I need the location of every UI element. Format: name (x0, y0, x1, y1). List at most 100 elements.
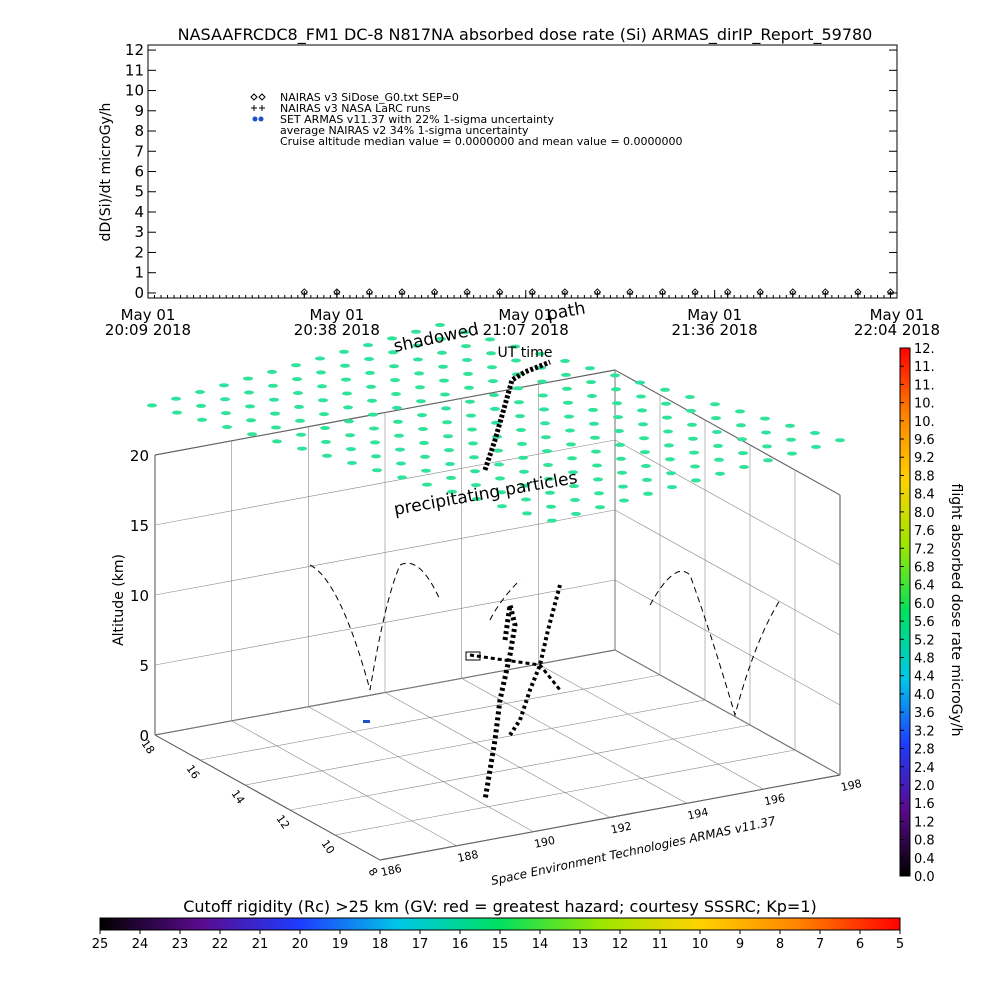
colorbar-tick-label: 23 (172, 937, 189, 952)
colorbar-tick-label: 10. (914, 397, 935, 412)
colorbar-tick-label: 8.8 (914, 469, 935, 484)
field-dash (417, 413, 427, 418)
z-tick-label: 0 (139, 727, 149, 745)
field-dash (411, 329, 421, 334)
colorbar-title: flight absorbed dose rate microGy/h (948, 484, 964, 737)
y-tick-label: 7 (134, 142, 144, 160)
field-dash (641, 464, 651, 468)
field-dash (688, 436, 698, 441)
field-dash (637, 408, 647, 413)
point (258, 93, 266, 101)
field-dash (564, 414, 574, 419)
field-dash (390, 378, 400, 383)
y-tick-label: 10 (125, 82, 144, 100)
plot-frame (147, 44, 898, 299)
colorbar (99, 917, 901, 931)
field-dash (389, 364, 399, 369)
field-dash (465, 399, 475, 404)
field-dash (590, 435, 600, 440)
field-dash (565, 428, 575, 433)
field-dash (619, 498, 629, 503)
colorbar-tick-label: 7.6 (914, 524, 935, 539)
point (251, 105, 257, 111)
field-dash (292, 377, 302, 382)
x-tick-label: 21:07 2018 (483, 321, 569, 339)
colorbar-tick-label: 13 (572, 937, 589, 952)
precipitation-field (147, 323, 845, 523)
field-dash (639, 436, 649, 441)
field-dash (585, 366, 595, 371)
cutoff-curves (309, 562, 781, 717)
z-tick-label: 15 (130, 517, 149, 535)
field-dash (447, 489, 457, 494)
field-dash (343, 405, 353, 410)
y-tick-label: 0 (134, 284, 144, 302)
point (399, 290, 406, 297)
legend-label: SET ARMAS v11.37 with 22% 1-sigma uncert… (280, 113, 554, 126)
colorbar-tick-label: 5.2 (914, 633, 935, 648)
field-dash (762, 444, 772, 449)
field-dash (346, 447, 356, 452)
x-tick-label: May 01 (309, 306, 364, 324)
field-dash (713, 443, 723, 448)
field-dash (545, 490, 555, 495)
colorbar-tick-label: 4.0 (914, 688, 935, 703)
colorbar-tick-label: 8.0 (914, 506, 935, 521)
field-dash (588, 407, 598, 412)
field-dash (567, 456, 577, 461)
field-dash (461, 344, 471, 349)
field-dash (340, 363, 350, 368)
colorbar-tick-label: 18 (372, 937, 389, 952)
point (529, 290, 536, 297)
field-dash (437, 350, 447, 355)
field-dash (687, 422, 697, 427)
field-dash (413, 357, 423, 362)
field-dash (563, 400, 573, 405)
field-dash (369, 426, 379, 431)
colorbar-tick-label: 6.4 (914, 579, 935, 594)
point (333, 290, 340, 297)
grid-line (308, 706, 534, 832)
field-dash (418, 427, 428, 431)
field-dash (471, 483, 481, 488)
field-dash (468, 441, 478, 446)
field-dash (787, 451, 797, 456)
colorbar-tick-label: 19 (332, 937, 349, 952)
lon-tick-label: 198 (840, 777, 863, 794)
field-dash (495, 476, 505, 481)
point (301, 290, 308, 297)
lon-tick-label: 196 (763, 791, 786, 808)
field-dash (364, 357, 374, 361)
field-dash (470, 469, 480, 474)
field-dash (497, 504, 507, 509)
field-dash (445, 462, 455, 466)
field-dash (297, 446, 307, 451)
credit: Space Environment Technologies ARMAS v11… (490, 814, 777, 888)
colorbar-tick-label: 25 (92, 937, 109, 952)
field-dash (547, 518, 557, 523)
field-dash (246, 418, 256, 423)
colorbar-tick-label: 0.0 (914, 870, 935, 885)
point (854, 290, 861, 297)
y-tick-label: 5 (134, 183, 144, 201)
field-dash (392, 405, 402, 410)
field-dash (416, 399, 426, 404)
field-dash (760, 416, 770, 421)
field-dash (542, 449, 552, 454)
field-dash (441, 406, 451, 411)
field-dash (490, 406, 500, 411)
field-dash (613, 415, 623, 420)
field-dash (172, 410, 182, 415)
x-tick-label: 20:09 2018 (105, 321, 191, 339)
armas-point (363, 720, 370, 723)
colorbar-tick-label: 7.2 (914, 542, 935, 557)
field-dash (363, 343, 373, 348)
y-tick-label: 8 (134, 122, 144, 140)
grid-line (461, 678, 687, 804)
legend-marker (258, 116, 264, 122)
field-dash (493, 448, 503, 453)
colorbar-tick-label: 2.0 (914, 779, 935, 794)
field-dash (786, 437, 796, 442)
point (757, 290, 764, 297)
